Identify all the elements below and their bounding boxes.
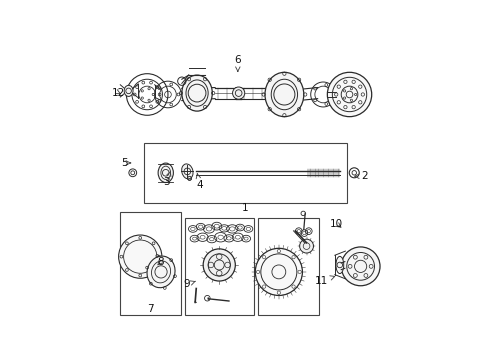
Bar: [145, 143, 347, 203]
Circle shape: [233, 87, 245, 99]
Circle shape: [119, 235, 162, 278]
Ellipse shape: [182, 75, 212, 111]
Ellipse shape: [182, 164, 193, 179]
Circle shape: [327, 72, 372, 117]
Text: 7: 7: [147, 304, 154, 314]
Bar: [258, 218, 319, 315]
Text: 10: 10: [330, 219, 343, 229]
Text: 12: 12: [111, 87, 124, 98]
Text: 6: 6: [235, 55, 241, 71]
Text: 1: 1: [242, 203, 249, 213]
Circle shape: [255, 248, 302, 296]
Circle shape: [203, 249, 235, 281]
Text: 3: 3: [163, 171, 171, 187]
Text: 9: 9: [183, 279, 196, 289]
Bar: [185, 218, 254, 315]
Text: 11: 11: [315, 276, 335, 286]
Text: 8: 8: [157, 257, 164, 267]
Ellipse shape: [265, 72, 304, 117]
Circle shape: [300, 239, 314, 253]
Bar: [120, 212, 181, 315]
Ellipse shape: [147, 256, 175, 288]
Ellipse shape: [124, 85, 133, 96]
Ellipse shape: [336, 256, 343, 274]
Circle shape: [341, 247, 380, 286]
Text: 5: 5: [121, 158, 130, 168]
Text: 4: 4: [196, 174, 203, 190]
Ellipse shape: [158, 163, 173, 183]
Text: 2: 2: [355, 171, 368, 181]
